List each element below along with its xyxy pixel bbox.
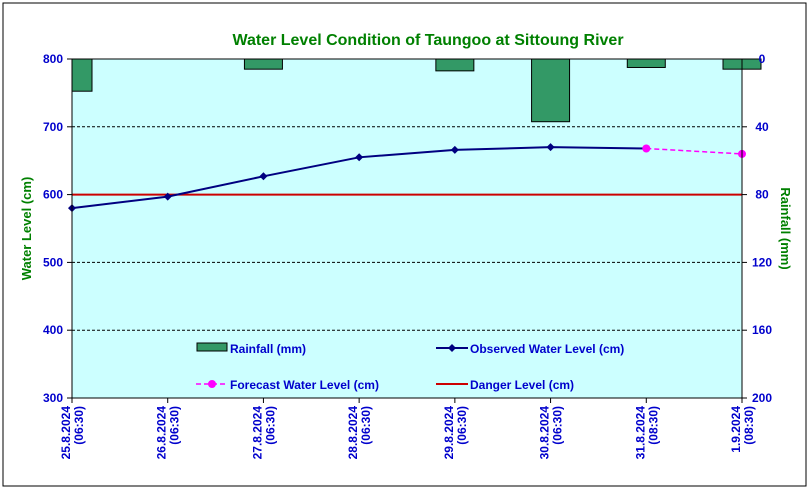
observed-water-level-point bbox=[355, 153, 364, 162]
observed-water-level-point bbox=[450, 145, 459, 154]
legend-observed-marker bbox=[448, 344, 456, 352]
x-axis-time-label: (06:30) bbox=[168, 406, 182, 445]
right-axis-tick-label: 0 bbox=[759, 52, 766, 66]
x-axis-time-label: (06:30) bbox=[263, 406, 277, 445]
rainfall-bar bbox=[435, 58, 475, 72]
right-axis-tick-label: 160 bbox=[752, 323, 772, 337]
chart-title: Water Level Condition of Taungoo at Sitt… bbox=[232, 32, 623, 49]
x-axis-time-label: (08:30) bbox=[646, 406, 660, 445]
left-axis-tick-label: 300 bbox=[43, 391, 63, 405]
left-axis-title: Water Level (cm) bbox=[19, 177, 34, 281]
rainfall-bar bbox=[531, 58, 571, 123]
x-axis-tick-label: 25.8.2024 (06:30) bbox=[59, 406, 86, 460]
observed-water-level-point bbox=[163, 192, 172, 201]
left-axis-tick-label: 500 bbox=[43, 255, 63, 269]
x-axis-date-label: 25.8.2024 bbox=[59, 406, 73, 460]
legend-observed-label: Observed Water Level (cm) bbox=[470, 342, 624, 356]
x-axis-time-label: (06:30) bbox=[72, 406, 86, 445]
right-axis-tick-label: 40 bbox=[755, 120, 769, 134]
x-axis-tick-label: 28.8.2024 (06:30) bbox=[346, 406, 373, 460]
legend-rainfall-label: Rainfall (mm) bbox=[230, 342, 306, 356]
right-axis-title: Rainfall (mm) bbox=[778, 187, 793, 269]
x-axis-tick-label: 31.8.2024 (08:30) bbox=[633, 406, 660, 460]
x-axis-time-label: (06:30) bbox=[359, 406, 373, 445]
x-axis-tick-label: 27.8.2024 (06:30) bbox=[250, 406, 277, 460]
left-axis-tick-label: 800 bbox=[43, 52, 63, 66]
right-axis-tick-label: 200 bbox=[752, 391, 772, 405]
legend-rainfall-swatch bbox=[196, 342, 228, 352]
x-axis-date-label: 1.9.2024 bbox=[729, 406, 743, 453]
plot-background bbox=[72, 59, 742, 398]
x-axis-time-label: (06:30) bbox=[551, 406, 565, 445]
x-axis-tick-label: 30.8.2024 (06:30) bbox=[538, 406, 565, 460]
right-axis-tick-label: 120 bbox=[752, 255, 772, 269]
legend-danger-label: Danger Level (cm) bbox=[470, 378, 574, 392]
x-axis-tick-label: 26.8.2024 (06:30) bbox=[155, 406, 182, 460]
observed-water-level-point bbox=[259, 172, 268, 181]
x-axis-date-label: 27.8.2024 bbox=[250, 406, 264, 460]
left-axis-tick-label: 400 bbox=[43, 323, 63, 337]
forecast-water-level-point bbox=[642, 144, 651, 153]
observed-water-level-point bbox=[546, 143, 555, 152]
right-axis-tick-label: 80 bbox=[755, 188, 769, 202]
left-axis-tick-label: 600 bbox=[43, 188, 63, 202]
rainfall-bar bbox=[626, 58, 666, 68]
x-axis-date-label: 26.8.2024 bbox=[155, 406, 169, 460]
x-axis-tick-label: 29.8.2024 (06:30) bbox=[442, 406, 469, 460]
legend-forecast-marker bbox=[208, 380, 216, 388]
x-axis-time-label: (06:30) bbox=[455, 406, 469, 445]
legend-forecast-label: Forecast Water Level (cm) bbox=[230, 378, 379, 392]
legend: Rainfall (mm) Observed Water Level (cm) Fo… bbox=[196, 342, 624, 392]
x-axis-date-label: 29.8.2024 bbox=[442, 406, 456, 460]
x-axis-date-label: 30.8.2024 bbox=[538, 406, 552, 460]
plot-area: 300 400 500 600 700 800 0 40 80 120 160 200 25.8.202… bbox=[19, 52, 793, 459]
x-axis-time-label: (08:30) bbox=[742, 406, 756, 445]
x-axis-date-label: 31.8.2024 bbox=[633, 406, 647, 460]
rainfall-bar bbox=[71, 58, 93, 92]
x-axis-date-label: 28.8.2024 bbox=[346, 406, 360, 460]
x-axis-tick-label: 1.9.2024 (08:30) bbox=[729, 406, 756, 453]
rainfall-bar bbox=[243, 58, 283, 70]
left-axis-tick-label: 700 bbox=[43, 120, 63, 134]
plot-border bbox=[71, 58, 743, 399]
